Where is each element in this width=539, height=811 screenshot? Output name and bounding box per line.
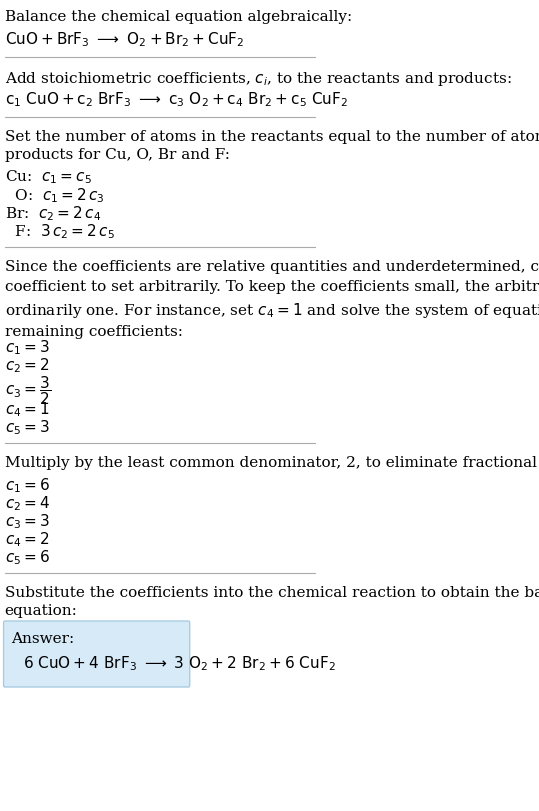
Text: $c_4 = 1$: $c_4 = 1$ [5,400,50,418]
Text: $c_3 = \dfrac{3}{2}$: $c_3 = \dfrac{3}{2}$ [5,374,51,406]
Text: $c_2 = 2$: $c_2 = 2$ [5,355,49,374]
Text: Multiply by the least common denominator, 2, to eliminate fractional coefficient: Multiply by the least common denominator… [5,456,539,470]
Text: O:  $c_1 = 2\,c_3$: O: $c_1 = 2\,c_3$ [5,186,105,204]
Text: $c_5 = 3$: $c_5 = 3$ [5,418,50,436]
Text: Cu:  $c_1 = c_5$: Cu: $c_1 = c_5$ [5,168,92,186]
Text: $c_1 = 3$: $c_1 = 3$ [5,337,50,356]
Text: Substitute the coefficients into the chemical reaction to obtain the balanced: Substitute the coefficients into the che… [5,586,539,599]
Text: $c_4 = 2$: $c_4 = 2$ [5,530,49,548]
Text: equation:: equation: [5,603,78,617]
Text: Answer:: Answer: [11,631,74,646]
Text: $\mathrm{CuO + BrF_3 \ {\longrightarrow} \ O_2 + Br_2 + CuF_2}$: $\mathrm{CuO + BrF_3 \ {\longrightarrow}… [5,30,244,49]
Text: products for Cu, O, Br and F:: products for Cu, O, Br and F: [5,148,230,162]
Text: $\mathrm{c_1 \ CuO + c_2 \ BrF_3 \ {\longrightarrow} \ c_3 \ O_2 + c_4 \ Br_2 + : $\mathrm{c_1 \ CuO + c_2 \ BrF_3 \ {\lon… [5,90,348,109]
Text: $c_1 = 6$: $c_1 = 6$ [5,475,50,494]
Text: $c_5 = 6$: $c_5 = 6$ [5,547,50,566]
Text: Balance the chemical equation algebraically:: Balance the chemical equation algebraica… [5,10,352,24]
Text: Since the coefficients are relative quantities and underdetermined, choose a
coe: Since the coefficients are relative quan… [5,260,539,338]
Text: Set the number of atoms in the reactants equal to the number of atoms in the: Set the number of atoms in the reactants… [5,130,539,144]
Text: Add stoichiometric coefficients, $c_i$, to the reactants and products:: Add stoichiometric coefficients, $c_i$, … [5,70,512,88]
Text: $\mathrm{6 \ CuO + 4 \ BrF_3 \ {\longrightarrow} \ 3 \ O_2 + 2 \ Br_2 + 6 \ CuF_: $\mathrm{6 \ CuO + 4 \ BrF_3 \ {\longrig… [23,653,335,672]
FancyBboxPatch shape [4,621,190,687]
Text: F:  $3\,c_2 = 2\,c_5$: F: $3\,c_2 = 2\,c_5$ [5,221,115,240]
Text: Br:  $c_2 = 2\,c_4$: Br: $c_2 = 2\,c_4$ [5,204,101,222]
Text: $c_2 = 4$: $c_2 = 4$ [5,493,50,512]
Text: $c_3 = 3$: $c_3 = 3$ [5,512,50,530]
